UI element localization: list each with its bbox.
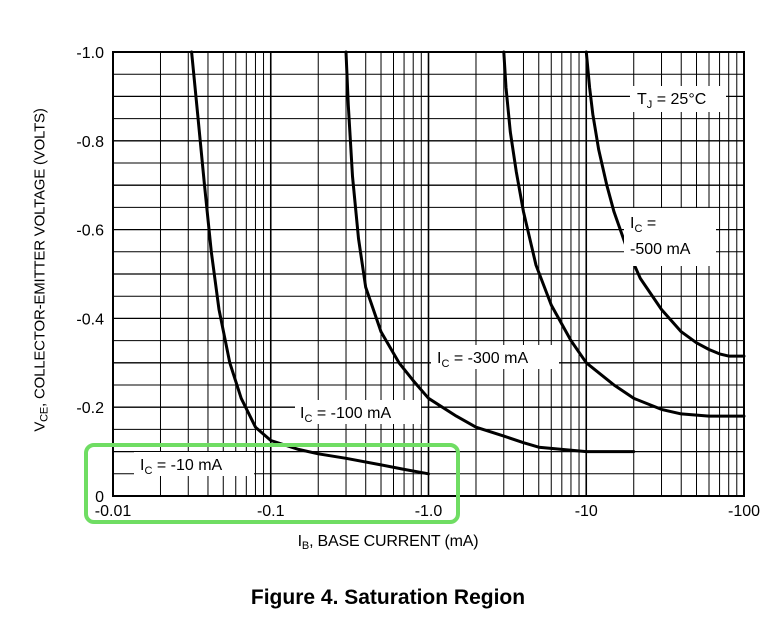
x-tick-label: -100	[728, 503, 760, 520]
y-tick-label: -0.4	[76, 311, 104, 328]
x-tick-label: -1.0	[415, 503, 443, 520]
series-line-2	[344, 50, 636, 454]
y-tick-label: -0.8	[76, 134, 104, 151]
series-line-4	[584, 50, 746, 358]
y-tick-label: -0.6	[76, 223, 104, 240]
label-ic-500ma-bg	[624, 208, 716, 266]
figure-caption: Figure 4. Saturation Region	[250, 586, 526, 609]
label-ic-10ma-bg	[134, 452, 254, 476]
label-ic-100ma-bg	[295, 400, 421, 424]
y-tick-label: -0.2	[76, 400, 104, 417]
x-tick-label: -0.1	[257, 503, 285, 520]
label-tj: TJ = 25°C	[637, 91, 706, 111]
label-ic-10ma: IC = -10 mA	[140, 457, 223, 477]
series-line-1	[190, 50, 430, 476]
series-labels: IC = -10 mA IC = -100 mA IC = -300 mA IC = -…	[134, 86, 726, 477]
grid	[113, 52, 744, 496]
y-axis-label: VCE, COLLECTOR-EMITTER VOLTAGE (VOLTS)	[31, 108, 51, 432]
y-tick-label: 0	[95, 489, 104, 506]
label-ic-300ma: IC = -300 mA	[437, 350, 528, 370]
label-ic-300ma-bg	[431, 345, 559, 369]
x-tick-label: -0.01	[95, 503, 132, 520]
tick-labels: 0 -0.2 -0.4 -0.6 -0.8 -1.0 -0.01 -0.1 -1.0 -10 -10…	[76, 45, 760, 520]
series-layer	[190, 50, 746, 476]
y-tick-label: -1.0	[76, 45, 104, 62]
label-tj-bg	[630, 86, 726, 112]
label-ic-500ma: IC = -500 mA	[630, 215, 691, 258]
x-axis-label: IB, BASE CURRENT (mA)	[297, 533, 479, 552]
series-line-3	[502, 50, 746, 418]
highlight-box	[84, 443, 460, 524]
label-ic-100ma: IC = -100 mA	[300, 405, 391, 425]
plot-frame	[112, 51, 745, 497]
x-tick-label: -10	[575, 503, 598, 520]
